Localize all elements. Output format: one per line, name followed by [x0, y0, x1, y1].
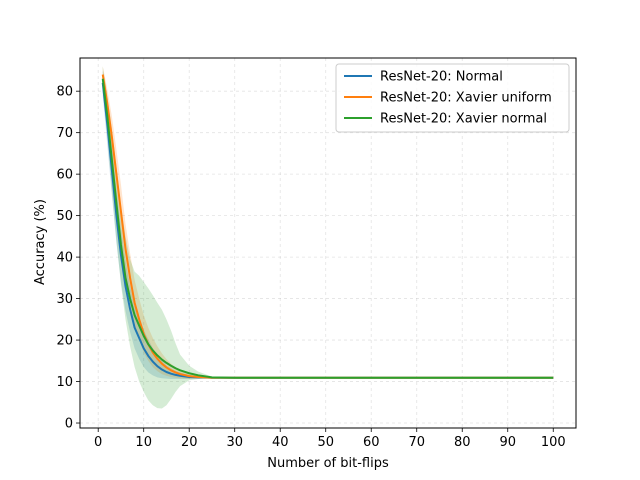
y-tick-label: 80 — [56, 85, 73, 100]
x-tick-label: 10 — [135, 435, 152, 450]
legend-label-normal: ResNet-20: Normal — [380, 70, 503, 85]
y-tick-label: 20 — [56, 334, 73, 349]
y-tick-label: 40 — [56, 251, 73, 266]
legend-box — [335, 63, 570, 133]
x-tick-label: 60 — [363, 435, 380, 450]
x-tick-label: 70 — [408, 435, 425, 450]
y-axis-label: Accuracy (%) — [33, 199, 48, 285]
y-tick-label: 60 — [56, 168, 73, 183]
y-tick-label: 10 — [56, 375, 73, 390]
legend-label-xavier-normal: ResNet-20: Xavier normal — [380, 112, 547, 127]
x-tick-label: 50 — [317, 435, 334, 450]
y-tick-label: 70 — [56, 126, 73, 141]
x-tick-label: 40 — [272, 435, 289, 450]
axes-frame — [79, 57, 577, 429]
y-tick-label: 0 — [65, 417, 73, 432]
x-tick-label: 100 — [541, 435, 566, 450]
y-tick-label: 50 — [56, 209, 73, 224]
series-line-2 — [101, 78, 554, 379]
legend: ResNet-20: Normal ResNet-20: Xavier unif… — [335, 63, 570, 133]
confidence-band-0 — [102, 70, 554, 380]
legend-label-xavier-uniform: ResNet-20: Xavier uniform — [380, 91, 552, 106]
confidence-band-2 — [102, 66, 554, 409]
x-axis-label: Number of bit-flips — [267, 456, 389, 471]
x-tick-label: 0 — [94, 435, 102, 450]
confidence-band-1 — [102, 66, 554, 379]
y-tick-label: 30 — [56, 292, 73, 307]
x-tick-label: 30 — [226, 435, 243, 450]
x-tick-label: 20 — [181, 435, 198, 450]
x-tick-label: 80 — [454, 435, 471, 450]
x-tick-label: 90 — [499, 435, 516, 450]
